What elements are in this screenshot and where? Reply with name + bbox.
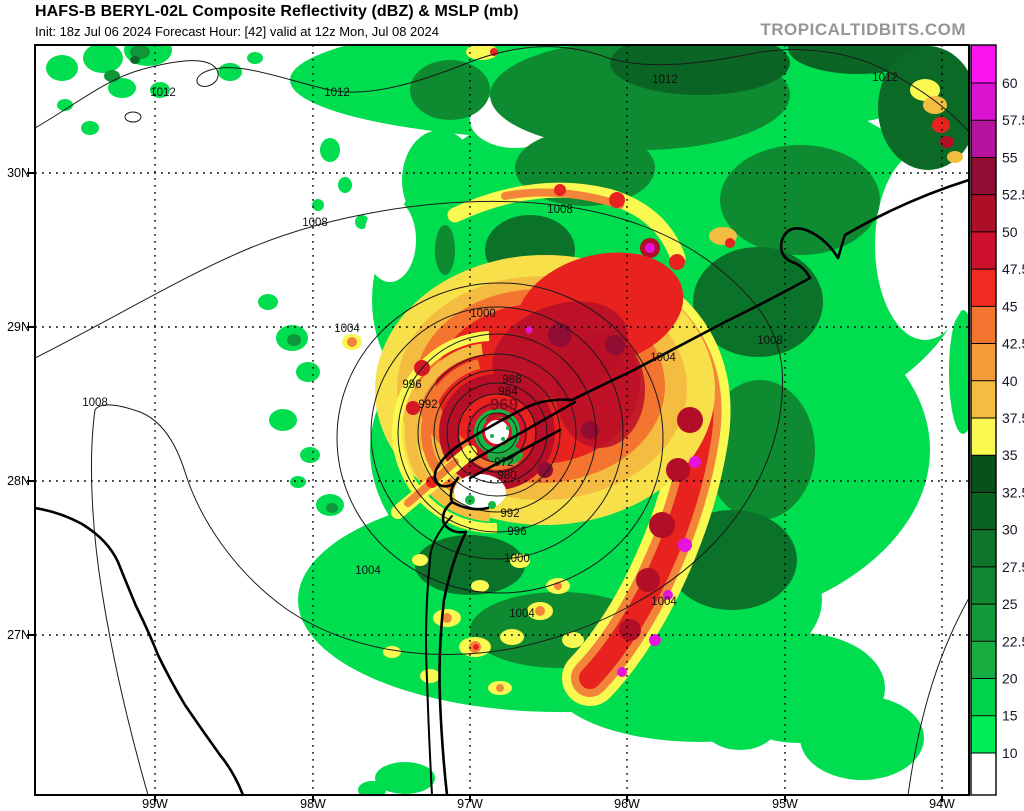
colorbar-tick-label: 35 — [1002, 447, 1018, 463]
latitude-label: 27N — [7, 628, 30, 642]
colorbar-segment — [971, 83, 996, 121]
contour-1012-se — [907, 597, 969, 795]
colorbar-tick-label: 37.5 — [1002, 410, 1024, 426]
contour-label: 1012 — [872, 72, 898, 84]
colorbar-segment — [971, 120, 996, 158]
colorbar-tick-label: 27.5 — [1002, 559, 1024, 575]
contour-label: 992 — [500, 508, 519, 520]
colorbar-segment — [971, 231, 996, 270]
colorbar: 60 57.5 55 52.5 50 47.5 45 42.5 40 37.5 35 32.5 30 27… — [970, 44, 1024, 796]
header: HAFS-B BERYL-02L Composite Reflectivity … — [35, 3, 995, 39]
contour-1008 — [35, 200, 784, 795]
contour-label: 1012 — [150, 87, 176, 99]
colorbar-segment — [971, 641, 996, 679]
colorbar-segment — [971, 455, 996, 493]
right-edge-cells — [910, 79, 963, 163]
colorbar-segment — [971, 492, 996, 530]
colorbar-tick-label: 47.5 — [1002, 261, 1024, 277]
contour-label: 1004 — [509, 608, 535, 620]
contour-label: 988 — [502, 374, 521, 386]
contour-label: 980 — [497, 470, 516, 482]
colorbar-segment — [971, 45, 996, 83]
colorbar-tick-label: 22.5 — [1002, 633, 1024, 649]
latitude-label: 28N — [7, 474, 30, 488]
colorbar-segment — [971, 269, 996, 307]
contour-label: 984 — [498, 386, 518, 398]
map-frame — [34, 44, 970, 796]
axis-labels: 30N 29N 28N 27N 99W 98W 97W 96W 95W 94W — [7, 166, 955, 811]
contour-label: 972 — [494, 457, 513, 469]
contour-label: 1004 — [355, 565, 381, 577]
coastline — [35, 178, 969, 795]
grid — [35, 45, 969, 795]
contour-label: 1012 — [652, 74, 678, 86]
colorbar-tick-label: 10 — [1002, 745, 1018, 761]
colorbar-tick-label: 20 — [1002, 671, 1018, 687]
colorbar-tick-label: 55 — [1002, 149, 1018, 165]
colorbar-tick-label: 45 — [1002, 298, 1018, 314]
contour-label: 1004 — [334, 323, 360, 335]
colorbar-segment — [971, 380, 996, 418]
south-scattered-cells — [342, 334, 584, 695]
reflectivity-dark-green — [104, 45, 969, 668]
longitude-label: 98W — [300, 797, 326, 811]
contour-label: 1004 — [650, 352, 676, 364]
contour-label: 1000 — [504, 553, 530, 565]
contour-labels: 1012 1012 1012 1012 1008 1008 1008 1008 1004 1004… — [82, 72, 898, 620]
latitude-label: 30N — [7, 166, 30, 180]
colorbar-tick-label: 15 — [1002, 708, 1018, 724]
contour-label: 1008 — [757, 335, 783, 347]
contour-label: 1008 — [302, 217, 328, 229]
contour-label: 1000 — [470, 308, 496, 320]
colorbar-tick-label: 57.5 — [1002, 112, 1024, 128]
contour-label: 1004 — [651, 596, 677, 608]
colorbar-tick-label: 40 — [1002, 373, 1018, 389]
radar-field — [46, 45, 969, 795]
colorbar-tick-label: 60 — [1002, 75, 1018, 91]
colorbar-segment — [971, 678, 996, 716]
longitude-label: 99W — [142, 797, 168, 811]
colorbar-segment — [971, 194, 996, 232]
colorbar-tick-label: 52.5 — [1002, 187, 1024, 203]
colorbar-tick-label: 32.5 — [1002, 484, 1024, 500]
colorbar-segment — [971, 604, 996, 642]
longitude-label: 97W — [457, 797, 483, 811]
colorbar-tick-label: 25 — [1002, 596, 1018, 612]
latitude-label: 29N — [7, 320, 30, 334]
longitude-label: 95W — [772, 797, 798, 811]
contour-label: 1012 — [324, 87, 350, 99]
longitude-label: 94W — [929, 797, 955, 811]
colorbar-outline — [970, 44, 997, 796]
page-title: HAFS-B BERYL-02L Composite Reflectivity … — [35, 3, 519, 20]
init-valid-subtitle: Init: 18z Jul 06 2024 Forecast Hour: [42… — [35, 24, 439, 39]
colorbar-tick-label: 30 — [1002, 522, 1018, 538]
contour-label: 996 — [402, 379, 421, 391]
contour-label: 996 — [507, 526, 526, 538]
min-pressure-label: 969 — [490, 395, 518, 414]
colorbar-segment — [971, 306, 996, 344]
southeast-band-cores — [617, 407, 703, 677]
mslp-contours — [35, 46, 969, 795]
contour-1012 — [35, 46, 969, 133]
colorbar-tick-label: 42.5 — [1002, 336, 1024, 352]
watermark: TROPICALTIDBITS.COM — [760, 20, 966, 39]
colorbar-segment — [971, 157, 996, 195]
colorbar-tick-label: 50 — [1002, 224, 1018, 240]
colorbar-segment — [971, 417, 996, 456]
colorbar-segment — [971, 566, 996, 605]
colorbar-segment — [971, 343, 996, 381]
contour-label: 992 — [418, 399, 437, 411]
longitude-label: 96W — [614, 797, 640, 811]
colorbar-segment — [971, 715, 996, 753]
north-rainband — [447, 45, 737, 270]
colorbar-segment — [971, 752, 996, 795]
colorbar-segment — [971, 529, 996, 567]
contour-label: 1008 — [82, 397, 108, 409]
contour-label: 1008 — [547, 204, 573, 216]
